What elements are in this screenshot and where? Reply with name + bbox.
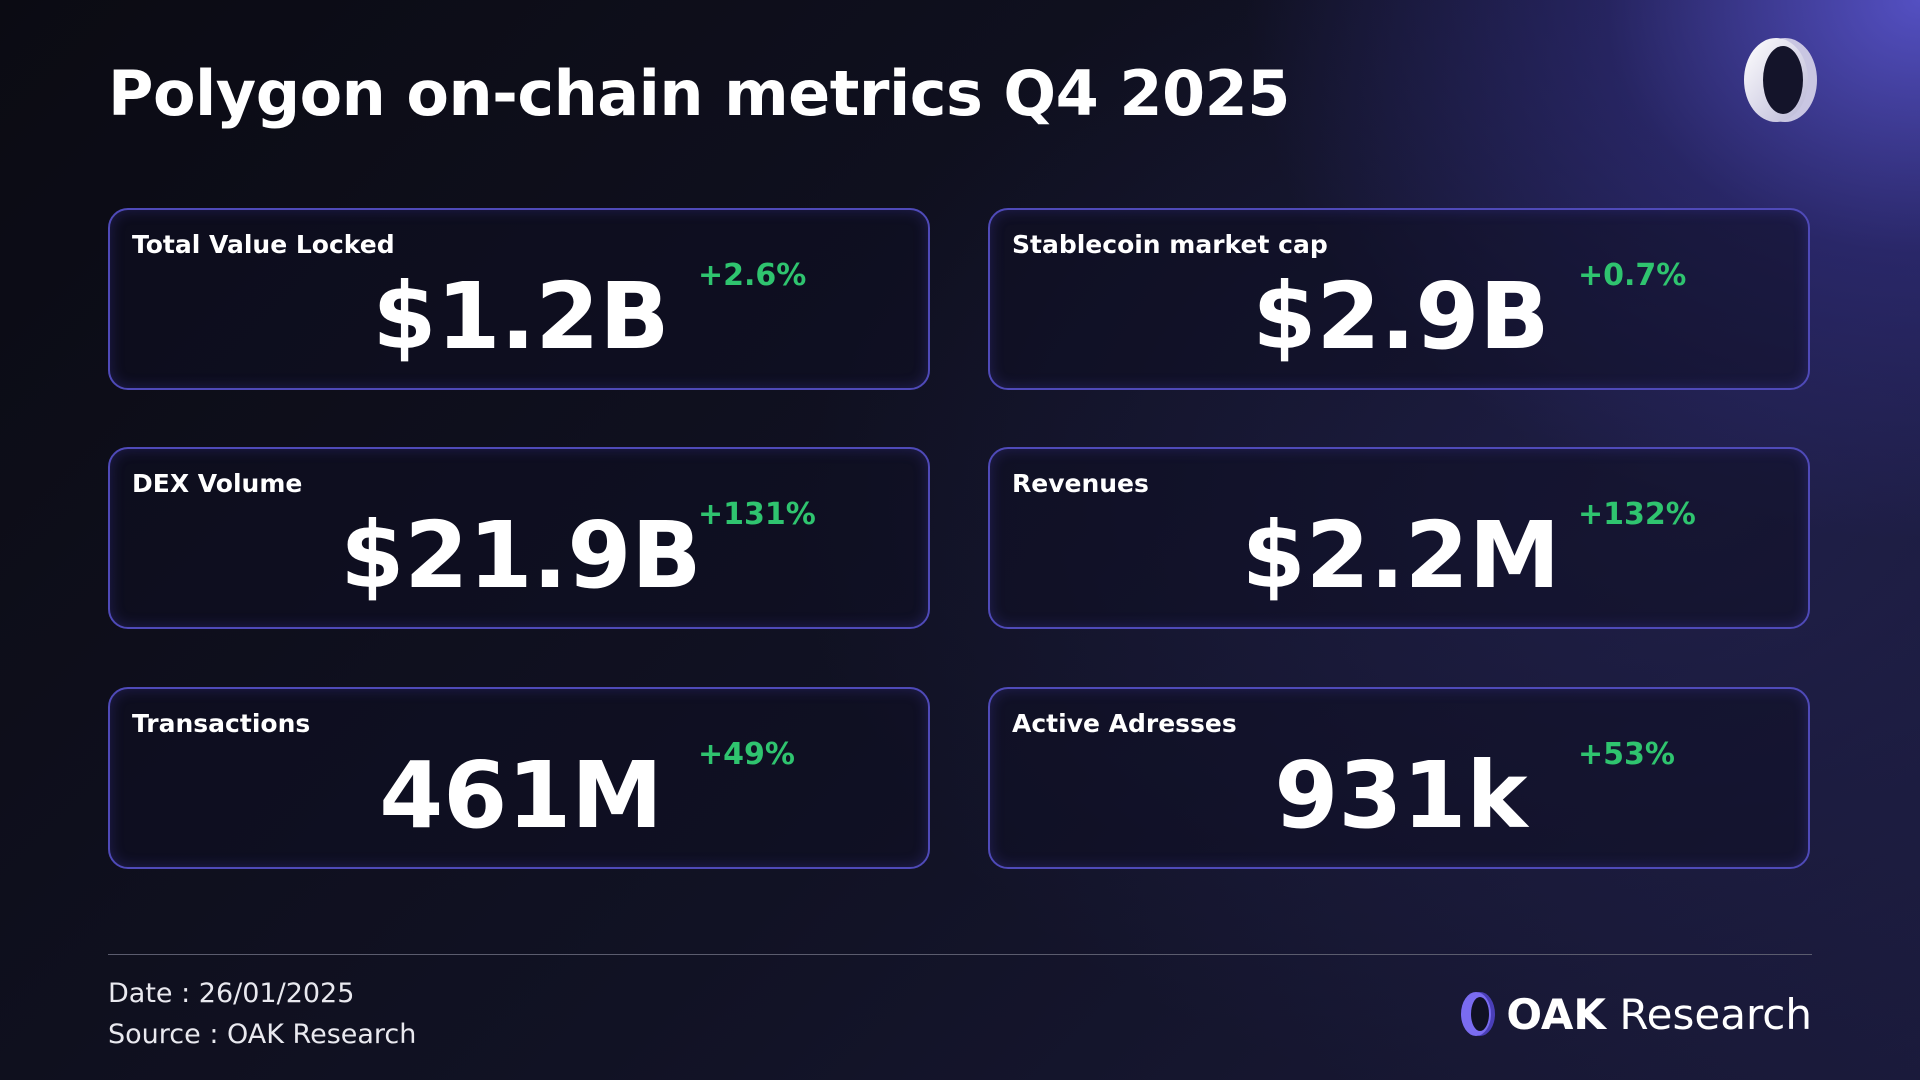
page-title: Polygon on-chain metrics Q4 2025: [108, 57, 1290, 130]
metric-value: 931k: [1274, 742, 1528, 849]
metric-card-tvl: Total Value Locked $1.2B +2.6%: [108, 208, 930, 390]
metric-label: Active Adresses: [1012, 709, 1237, 738]
metric-card-revenues: Revenues $2.2M +132%: [988, 447, 1810, 629]
metric-change: +53%: [1578, 737, 1675, 772]
brand-logo: OAK Research: [1458, 986, 1812, 1042]
metric-label: Stablecoin market cap: [1012, 230, 1328, 259]
metric-label: Total Value Locked: [132, 230, 395, 259]
metric-change: +2.6%: [698, 258, 807, 293]
oak-ring-logo-icon: [1461, 992, 1496, 1036]
brand-research: Research: [1619, 989, 1812, 1039]
metric-change: +49%: [698, 737, 795, 772]
metric-value: $2.2M: [1241, 502, 1561, 609]
metric-value: $1.2B: [372, 263, 670, 370]
metric-value: $2.9B: [1252, 263, 1550, 370]
footer-date: Date : 26/01/2025: [108, 978, 355, 1009]
metric-change: +131%: [698, 497, 816, 532]
brand-name: OAK Research: [1506, 990, 1812, 1039]
metric-card-transactions: Transactions 461M +49%: [108, 687, 930, 869]
metric-label: Revenues: [1012, 469, 1149, 498]
metric-value: $21.9B: [340, 502, 702, 609]
brand-oak: OAK: [1506, 989, 1606, 1039]
metric-card-dex-volume: DEX Volume $21.9B +131%: [108, 447, 930, 629]
metric-label: DEX Volume: [132, 469, 303, 498]
metric-change: +0.7%: [1578, 258, 1687, 293]
metric-card-active-addresses: Active Adresses 931k +53%: [988, 687, 1810, 869]
footer-divider: [108, 954, 1812, 955]
oak-logo-icon: [1744, 38, 1817, 122]
metric-value: 461M: [379, 742, 663, 849]
metric-label: Transactions: [132, 709, 311, 738]
footer-source: Source : OAK Research: [108, 1019, 417, 1050]
metric-change: +132%: [1578, 497, 1696, 532]
metric-card-stablecoin: Stablecoin market cap $2.9B +0.7%: [988, 208, 1810, 390]
